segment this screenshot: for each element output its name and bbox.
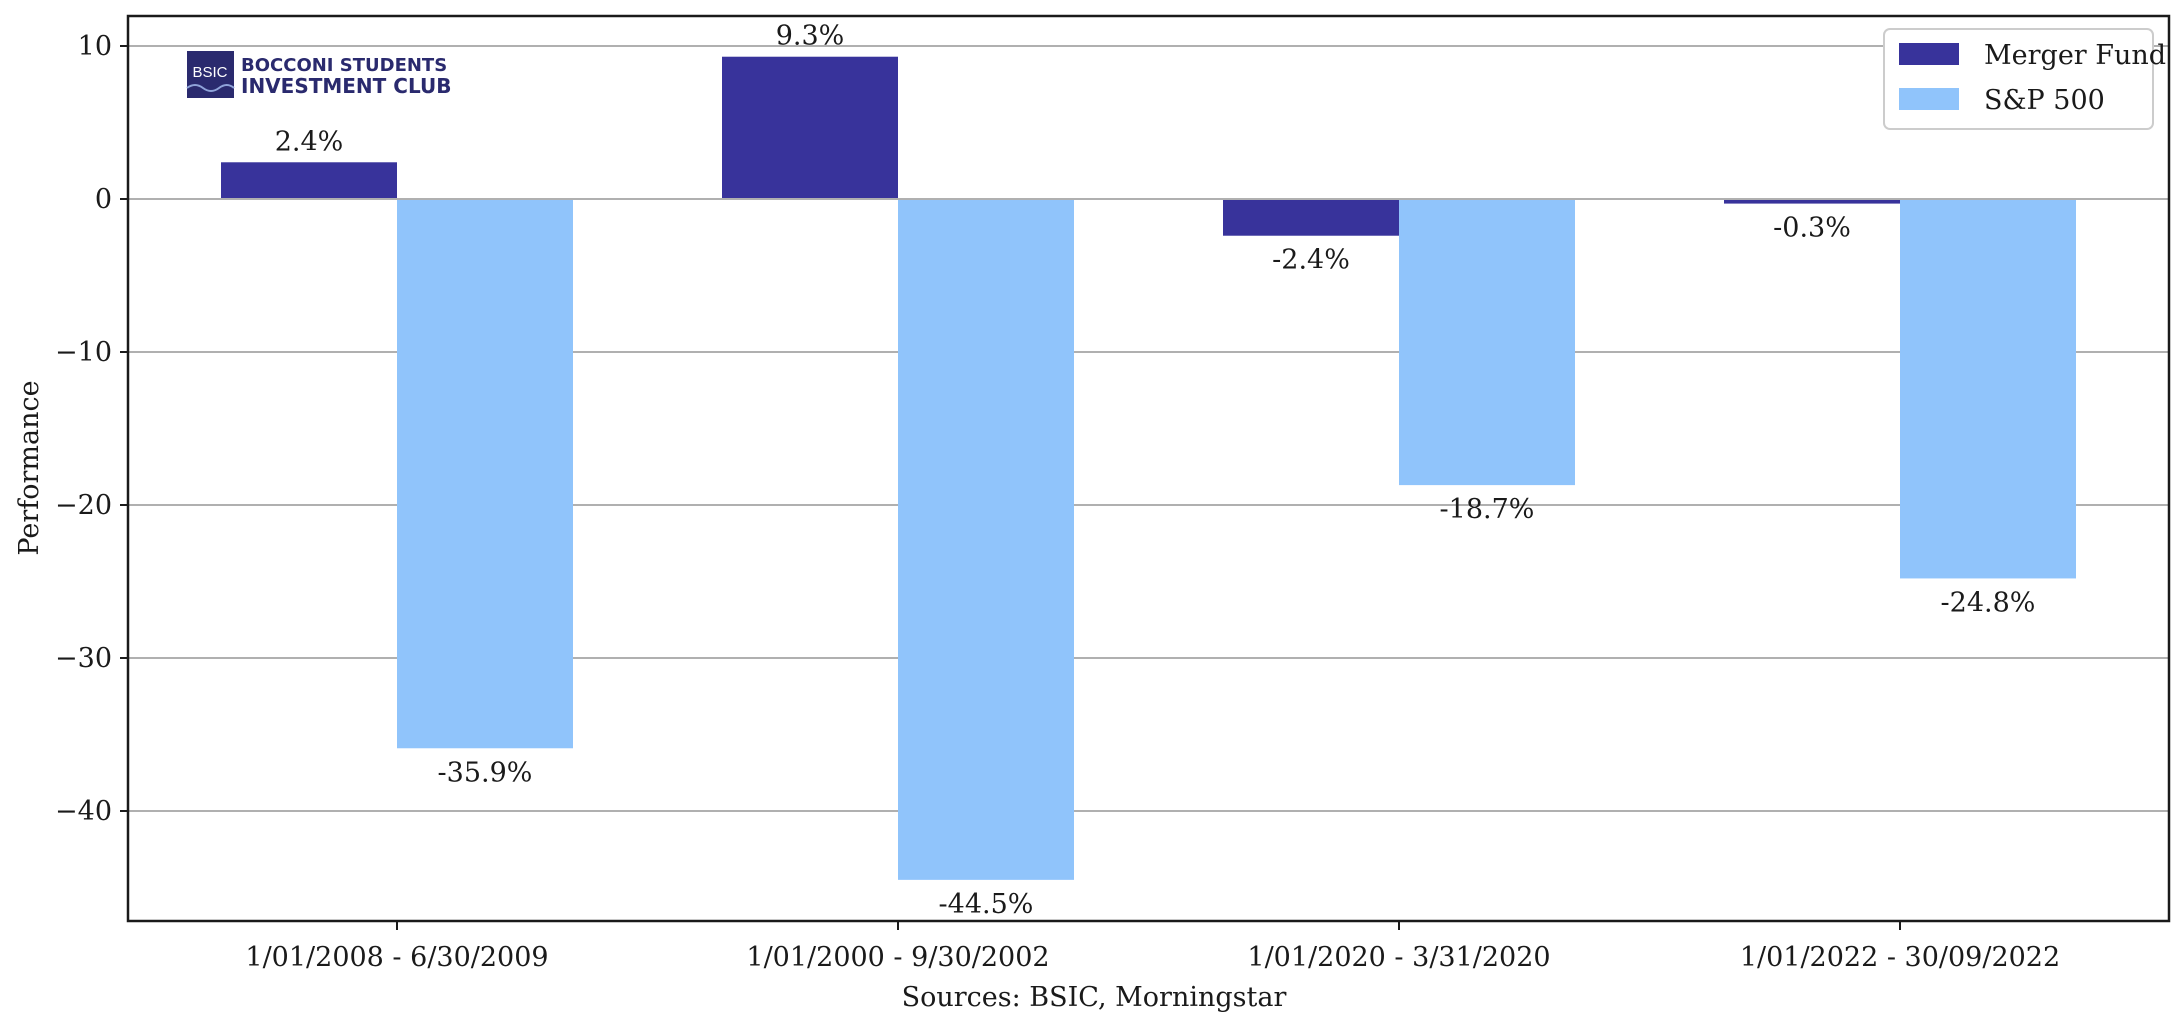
data-label: -0.3%	[1773, 213, 1851, 244]
bar-sp500	[1900, 199, 2076, 579]
x-tick-label: 1/01/2020 - 3/31/2020	[1247, 942, 1550, 973]
y-tick-label: −20	[55, 490, 112, 521]
y-tick-label: 0	[95, 184, 112, 215]
y-tick-label: −30	[55, 643, 112, 674]
plot-frame	[126, 14, 2171, 923]
data-label: -18.7%	[1440, 494, 1535, 525]
x-tick-label: 1/01/2008 - 6/30/2009	[245, 942, 548, 973]
data-labels: 2.4% -35.9% 9.3% -44.5% -2.4% -18.7% -0.3% -24.…	[275, 21, 2036, 920]
bar-sp500	[397, 199, 573, 749]
axes: 10 0 −10 −20 −30 −40 1/01/2008 - 6/30/2009 1/01…	[55, 31, 2060, 973]
bar-merger-fund	[221, 162, 397, 199]
bar-merger-fund	[1724, 199, 1900, 204]
bar-merger-fund	[1223, 199, 1399, 236]
bar-sp500	[898, 199, 1074, 880]
y-axis-title: Performance	[14, 380, 45, 555]
data-label: -2.4%	[1272, 245, 1350, 276]
bar-merger-fund	[722, 56, 898, 200]
y-tick-label: −40	[55, 796, 112, 827]
y-tick-label: −10	[55, 337, 112, 368]
data-label: 2.4%	[275, 126, 344, 157]
data-label: -24.8%	[1941, 587, 2036, 618]
data-label: 9.3%	[776, 21, 845, 52]
legend-label-merger-fund: Merger Fund	[1984, 40, 2166, 71]
bsic-logo-wave	[186, 84, 235, 92]
bar-sp500	[1399, 199, 1575, 486]
x-tick-label: 1/01/2022 - 30/09/2022	[1740, 942, 2060, 973]
y-tick-label: 10	[78, 31, 112, 62]
bsic-logo-line1: BOCCONI STUDENTS	[241, 55, 447, 76]
data-label: -35.9%	[438, 757, 533, 788]
bsic-logo: BSIC BOCCONI STUDENTS INVESTMENT CLUB	[186, 51, 451, 98]
legend-label-sp500: S&P 500	[1984, 85, 2105, 116]
data-label: -44.5%	[939, 889, 1034, 920]
bsic-logo-mark-text: BSIC	[192, 64, 227, 81]
bsic-logo-line2: INVESTMENT CLUB	[241, 74, 451, 98]
legend: Merger Fund S&P 500	[1883, 28, 2166, 130]
bars	[221, 56, 2076, 880]
x-tick-label: 1/01/2000 - 9/30/2002	[746, 942, 1049, 973]
legend-swatch-merger-fund	[1899, 43, 1959, 65]
legend-swatch-sp500	[1899, 88, 1959, 110]
x-axis-title: Sources: BSIC, Morningstar	[902, 982, 1287, 1013]
